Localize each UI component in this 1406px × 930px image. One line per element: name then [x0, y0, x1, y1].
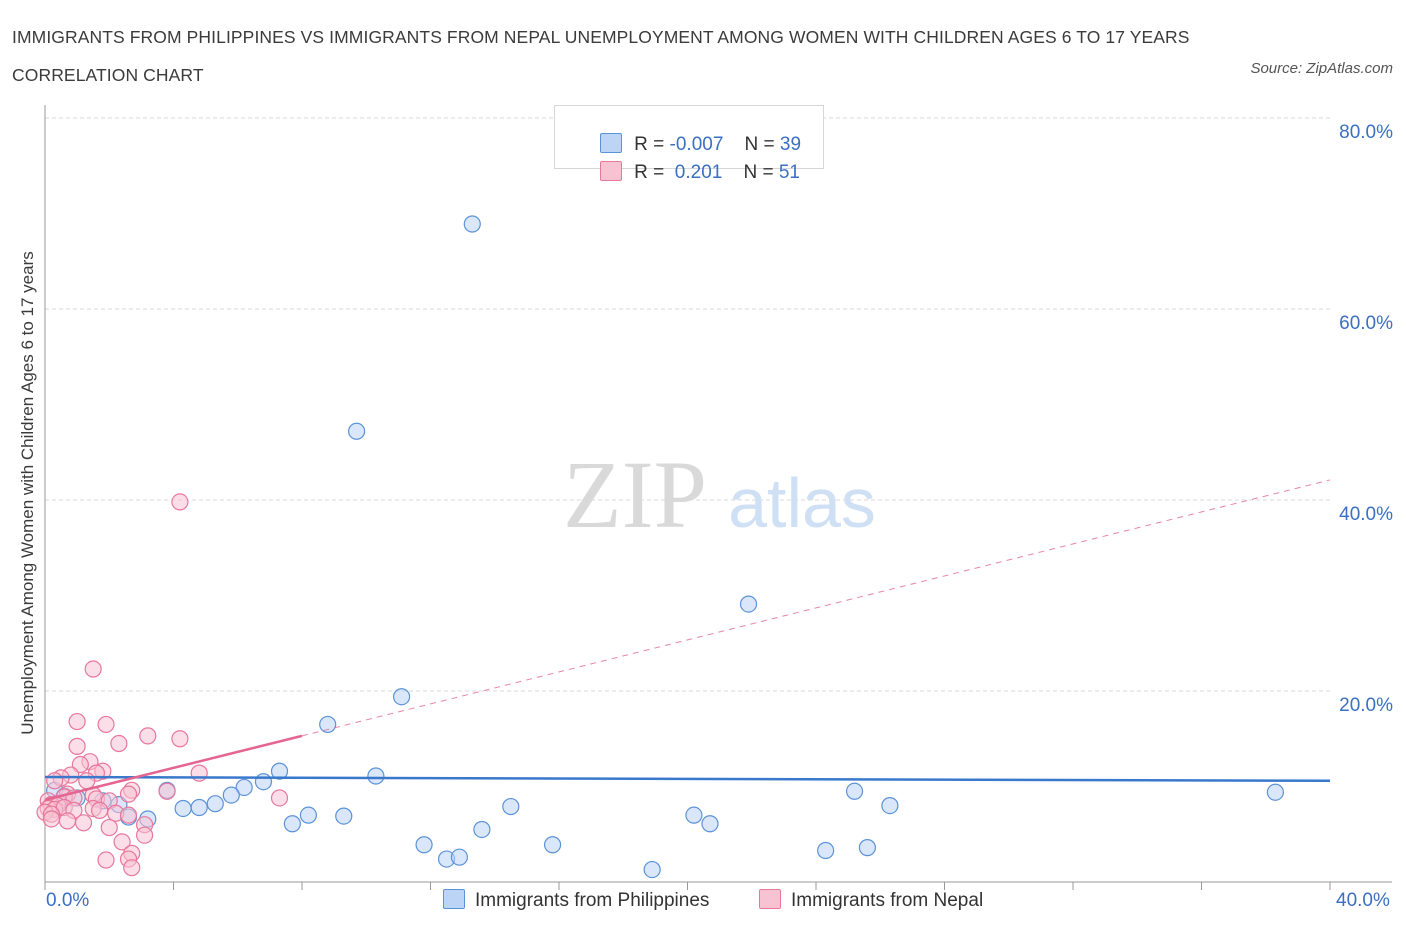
nepal-point-6 — [110, 734, 128, 753]
nepal-point-18 — [119, 785, 138, 803]
philippines-point-28 — [283, 815, 301, 833]
philippines-point-38 — [643, 860, 661, 879]
np-n-label: N = — [743, 162, 774, 183]
philippines-point-26 — [299, 806, 318, 824]
ph-r-value: -0.007 — [669, 134, 724, 155]
philippines-point-35 — [450, 848, 469, 866]
nepal-point-2 — [68, 712, 86, 731]
nepal-point-1 — [84, 660, 102, 678]
philippines-point-14 — [206, 795, 224, 813]
nepal-point-0 — [171, 493, 189, 511]
legend-philippines-label: Immigrants from Philippines — [475, 890, 710, 911]
nepal-point-44 — [100, 818, 118, 837]
philippines-point-33 — [543, 836, 562, 854]
nepal-trend-line-solid — [44, 734, 303, 802]
nepal-point-42 — [74, 814, 93, 832]
source-credit: Source: ZipAtlas.com — [1250, 60, 1393, 77]
correlation-legend: R = -0.007 N = 39 R = 0.201 N = 51 — [554, 105, 824, 183]
nepal-point-5 — [171, 730, 189, 748]
chart-title: IMMIGRANTS FROM PHILIPPINES VS IMMIGRANT… — [12, 27, 1190, 85]
philippines-point-3 — [392, 688, 411, 706]
watermark-zip: ZIP — [563, 441, 707, 548]
philippines-point-0 — [463, 215, 481, 233]
nepal-point-37 — [91, 801, 109, 819]
ph-r-label: R = — [634, 134, 665, 155]
philippines-point-37 — [858, 839, 877, 857]
philippines-point-36 — [817, 841, 835, 860]
nepal-point-19 — [158, 782, 176, 800]
axes — [44, 105, 1392, 890]
nepal-points — [36, 493, 289, 877]
philippines-point-8 — [235, 778, 253, 797]
philippines-point-1 — [348, 422, 366, 440]
philippines-point-6 — [367, 767, 385, 785]
legend-item-nepal: Immigrants from Nepal — [759, 889, 983, 912]
philippines-point-29 — [685, 806, 703, 824]
watermark: ZIP atlas — [563, 441, 876, 548]
philippines-point-13 — [502, 797, 520, 816]
legend-nepal-swatch — [759, 889, 781, 909]
ph-n-label: N = — [744, 134, 775, 155]
nepal-point-20 — [270, 789, 289, 807]
np-n-value: 51 — [778, 162, 800, 183]
nepal-point-4 — [139, 727, 157, 745]
legend-row-nepal: R = 0.201 N = 51 — [579, 139, 800, 183]
y-tick-labels: 20.0% 40.0% 60.0% 80.0% — [1339, 122, 1393, 716]
philippines-point-27 — [335, 807, 353, 825]
nepal-point-45 — [135, 826, 154, 844]
philippines-point-30 — [701, 815, 719, 833]
nepal-trend-line-dashed — [301, 479, 1331, 737]
np-r-value: 0.201 — [669, 162, 723, 183]
philippines-point-5 — [270, 762, 289, 780]
ph-n-value: 39 — [779, 134, 802, 155]
legend-nepal-label: Immigrants from Nepal — [791, 890, 984, 911]
philippines-point-7 — [254, 773, 273, 791]
nepal-point-14 — [46, 772, 64, 790]
philippines-point-32 — [415, 836, 433, 854]
philippines-point-11 — [845, 782, 864, 800]
y-tick-label-2: 60.0% — [1339, 313, 1393, 334]
nepal-point-15 — [190, 764, 208, 782]
y-axis-label: Unemployment Among Women with Children A… — [18, 251, 37, 735]
x-tick-label-start: 0.0% — [46, 890, 90, 911]
philippines-trend-line — [44, 775, 1331, 783]
nepal-point-48 — [97, 851, 115, 869]
grid-lines — [45, 117, 1330, 692]
x-tick-label-end: 40.0% — [1336, 890, 1390, 911]
nepal-point-40 — [42, 810, 61, 828]
legend-item-philippines: Immigrants from Philippines — [443, 889, 709, 912]
nepal-point-39 — [119, 806, 138, 824]
philippines-point-31 — [473, 820, 491, 839]
philippines-point-10 — [1266, 783, 1284, 801]
y-tick-label-1: 40.0% — [1339, 504, 1393, 525]
nepal-point-41 — [58, 812, 77, 830]
philippines-point-12 — [881, 796, 899, 815]
watermark-atlas: atlas — [728, 464, 876, 542]
nepal-swatch — [600, 161, 623, 181]
nepal-point-50 — [123, 859, 141, 877]
np-r-label: R = — [634, 162, 665, 183]
y-tick-label-3: 80.0% — [1339, 122, 1393, 143]
y-tick-label-0: 20.0% — [1339, 695, 1393, 716]
trend-lines — [44, 479, 1331, 802]
nepal-point-7 — [68, 737, 86, 755]
nepal-point-16 — [78, 772, 96, 790]
legend-philippines-swatch — [443, 889, 465, 909]
philippines-point-2 — [739, 595, 758, 613]
nepal-point-9 — [71, 755, 89, 774]
legend-row-philippines: R = -0.007 N = 39 — [579, 111, 801, 155]
philippines-point-16 — [174, 799, 192, 818]
nepal-point-46 — [113, 833, 131, 851]
philippines-swatch — [600, 133, 623, 153]
philippines-point-15 — [190, 798, 208, 817]
nepal-point-3 — [97, 715, 115, 734]
philippines-point-4 — [319, 715, 337, 734]
philippines-point-9 — [222, 786, 240, 804]
